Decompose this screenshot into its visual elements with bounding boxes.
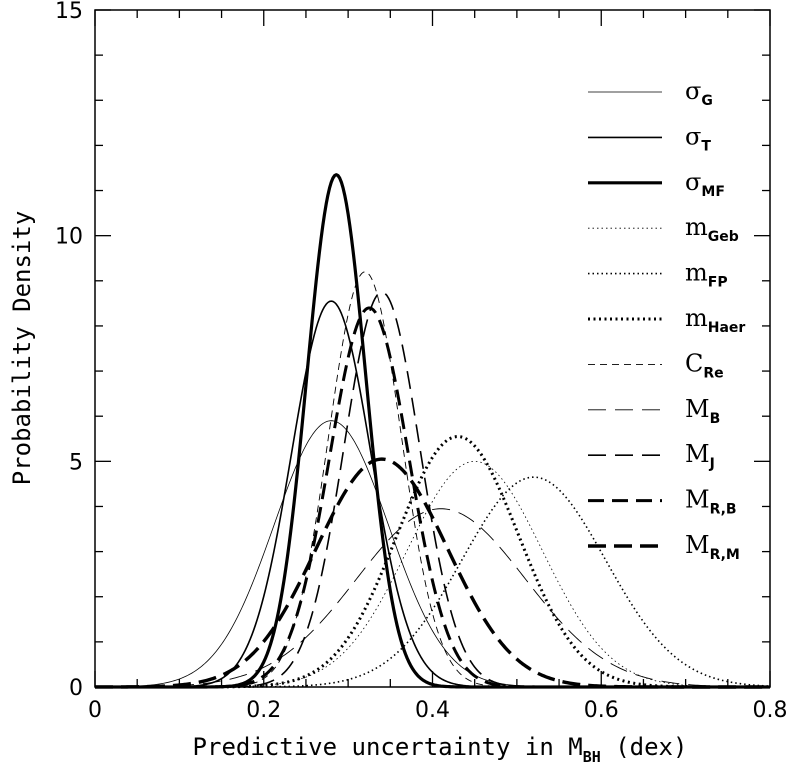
legend-entry-subscript: R,B [710, 502, 737, 518]
x-tick-label: 0 [88, 698, 102, 723]
legend-entry-symbol: σ [685, 168, 701, 196]
legend-entry: σG [685, 77, 713, 109]
series-line-sigma-G [95, 420, 770, 688]
legend-entry-subscript: J [709, 456, 715, 472]
series-line-M-RM [94, 457, 771, 689]
legend-entry-symbol: M [685, 486, 710, 514]
legend-entry-symbol: σ [685, 122, 701, 150]
legend-entry-subscript: Re [703, 365, 723, 381]
legend-entry: mFP [685, 259, 728, 291]
legend-entry-subscript: FP [708, 275, 728, 291]
legend-entry-subscript: G [701, 93, 713, 109]
legend-entry-subscript: Geb [708, 229, 739, 245]
x-tick-label: 0.4 [415, 698, 450, 723]
legend-entry-symbol: M [685, 531, 710, 559]
legend-entry-subscript: R,M [710, 547, 740, 563]
legend-entry-symbol: C [685, 349, 703, 377]
legend-entry: CRe [685, 349, 724, 381]
legend-entry-symbol: M [685, 395, 710, 423]
legend-entry-subscript: MF [701, 184, 725, 200]
legend-entry-subscript: T [701, 138, 711, 154]
legend-entry: MR,M [685, 531, 740, 563]
y-tick-label: 10 [55, 225, 83, 250]
x-tick-label: 0.2 [246, 698, 281, 723]
axis-ticks [94, 9, 771, 688]
series-line-C-Re [95, 271, 770, 688]
series-line-sigma-T [95, 300, 770, 688]
y-axis-label: Probability Density [8, 211, 36, 486]
x-axis-label-main: Predictive uncertainty in M [193, 733, 583, 761]
legend-entry: MJ [685, 440, 715, 472]
legend-entry-symbol: m [685, 213, 708, 241]
series-line-m-Haer [95, 435, 770, 689]
series-line-m-Geb [95, 460, 770, 688]
x-axis-label: Predictive uncertainty in MBH (dex) [193, 733, 688, 765]
y-tick-label: 5 [69, 450, 83, 475]
legend-entry-symbol: m [685, 304, 708, 332]
series-curves [94, 173, 771, 689]
legend-entry: mGeb [685, 213, 739, 245]
x-axis-label-suffix: (dex) [601, 733, 688, 761]
x-axis-label-sub: BH [583, 748, 601, 765]
legend-entry-symbol: σ [685, 77, 701, 105]
y-tick-label: 15 [55, 0, 83, 24]
legend-entry-subscript: B [710, 411, 721, 427]
legend-entry-symbol: M [685, 440, 710, 468]
legend-entry: mHaer [685, 304, 745, 336]
legend-entry-symbol: m [685, 259, 708, 287]
series-line-M-J [95, 291, 770, 688]
x-tick-label: 0.6 [584, 698, 619, 723]
legend-entry: MB [685, 395, 720, 427]
series-line-M-B [95, 508, 771, 688]
y-tick-label: 0 [69, 676, 83, 701]
legend-entry: σMF [685, 168, 725, 200]
x-tick-label: 0.8 [753, 698, 788, 723]
legend-entry: σT [685, 122, 711, 154]
legend-entry-subscript: Haer [708, 320, 746, 336]
legend-entry: MR,B [685, 486, 737, 518]
axis-tick-labels: 0 0.2 0.4 0.6 0.8 0 5 10 15 [55, 0, 788, 723]
